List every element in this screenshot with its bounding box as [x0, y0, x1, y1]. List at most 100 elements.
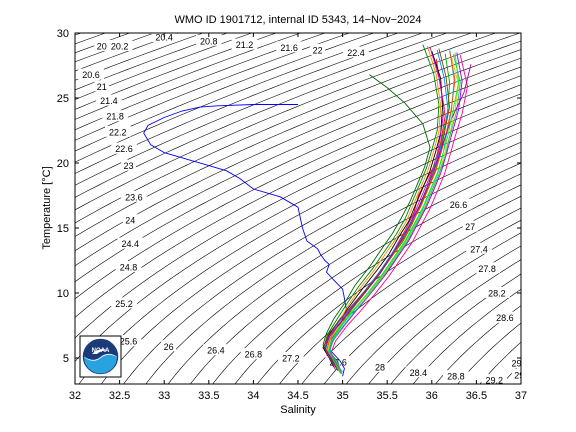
contour-label-bg — [276, 41, 302, 53]
contour-label: 26 — [164, 342, 174, 352]
isopycnal-line — [345, 245, 521, 384]
contour-label: 29 — [514, 370, 524, 380]
contour-label-bg — [405, 366, 432, 378]
contour-label: 28 — [375, 363, 385, 373]
contour-label: 27.2 — [282, 354, 300, 364]
isopycnal-line — [301, 219, 521, 384]
contour-label-bg — [102, 110, 128, 122]
logo-text: NOAA — [92, 348, 110, 354]
contour-label: 21.4 — [100, 96, 118, 106]
contour-label: 27.8 — [478, 264, 496, 274]
profile-line — [324, 64, 472, 370]
x-tick-label: 32.5 — [109, 390, 130, 402]
contour-label: 20.6 — [82, 70, 100, 80]
isopycnal-line — [412, 288, 521, 384]
contour-label: 28.2 — [488, 289, 506, 299]
contour-label-bg — [96, 94, 122, 106]
isopycnal-line — [75, 84, 521, 318]
density-contours — [75, 33, 521, 384]
axes: 32 32.5 33 33.5 34 34.5 35 35.5 36 36.5 3751015202… — [57, 28, 527, 402]
contour-label: 27 — [465, 222, 475, 232]
y-axis-label: Temperature [°C] — [41, 166, 53, 249]
x-tick-label: 32 — [69, 390, 81, 402]
isopycnal-line — [75, 33, 399, 163]
contour-label: 26.4 — [207, 346, 225, 356]
x-tick-label: 35 — [336, 390, 348, 402]
contour-label-bg — [466, 242, 492, 254]
chart-title: WMO ID 1901712, internal ID 5343, 14−Nov… — [174, 14, 421, 26]
isopycnal-line — [75, 40, 521, 237]
contour-label-bg — [117, 237, 144, 249]
isopycnal-line — [323, 232, 521, 384]
contour-label: 24 — [125, 216, 135, 226]
contour-label-bg — [121, 190, 147, 202]
contour-label: 22.6 — [115, 144, 133, 154]
isopycnal-line — [279, 207, 521, 384]
contour-label-bg — [115, 335, 142, 347]
contour-label: 27.4 — [470, 244, 488, 254]
contour-label: 28.8 — [447, 372, 465, 382]
profile-lines — [143, 44, 472, 377]
contour-label: 24.4 — [122, 239, 140, 249]
isopycnal-line — [75, 57, 521, 267]
profile-line — [323, 44, 440, 369]
contour-label: 20.8 — [200, 36, 218, 46]
contour-label-bg — [240, 348, 267, 360]
y-tick-label: 5 — [63, 353, 69, 365]
isopycnal-line — [256, 195, 521, 384]
isopycnal-line — [75, 33, 351, 141]
contour-label: 29 — [512, 359, 522, 369]
isopycnal-line — [75, 33, 277, 110]
contour-label-bg — [94, 40, 110, 51]
contour-label: 23.6 — [125, 192, 143, 202]
isopycnal-line — [75, 33, 229, 91]
contour-label: 22.2 — [109, 127, 127, 137]
isopycnal-line — [457, 322, 521, 384]
contour-label-bg — [106, 40, 133, 51]
contour-label-bg — [105, 125, 131, 137]
isopycnal-line — [75, 75, 521, 300]
x-tick-label: 34 — [247, 390, 259, 402]
contour-label: 20.2 — [111, 42, 129, 52]
density-contour-labels: 20 20.2 20.4 20.8 21.2 21.6 22 22.4 20.6 21 21.4 21… — [78, 33, 524, 386]
x-tick-label: 36 — [426, 390, 438, 402]
y-tick-label: 30 — [57, 28, 69, 40]
x-tick-label: 34.5 — [287, 390, 308, 402]
x-tick-label: 35.5 — [376, 390, 397, 402]
isopycnal-line — [368, 259, 521, 384]
y-tick-label: 25 — [57, 93, 69, 105]
isopycnal-line — [234, 184, 521, 384]
isopycnal-line — [75, 93, 521, 339]
isopycnal-line — [75, 33, 253, 100]
contour-label-bg — [511, 368, 521, 380]
contour-label-bg — [445, 198, 472, 210]
contour-label: 23 — [124, 161, 134, 171]
isopycnal-line — [390, 273, 521, 384]
isopycnal-line — [75, 33, 424, 174]
contour-label: 28.6 — [496, 313, 514, 323]
y-tick-label: 20 — [57, 158, 69, 170]
isopycnal-line — [123, 131, 521, 384]
contour-label-bg — [121, 159, 136, 171]
contour-label: 24.8 — [120, 263, 138, 273]
isopycnal-line — [435, 305, 521, 384]
contour-label-bg — [278, 352, 304, 363]
isopycnal-line — [75, 33, 448, 186]
x-tick-label: 33.5 — [198, 390, 219, 402]
y-tick-label: 10 — [57, 288, 69, 300]
contour-label-bg — [462, 220, 478, 232]
y-tick-label: 15 — [57, 223, 69, 235]
isopycnal-line — [75, 33, 521, 224]
profile-line — [328, 53, 461, 373]
contour-label-bg — [372, 361, 388, 373]
isopycnal-line — [167, 152, 521, 384]
isopycnal-line — [479, 341, 521, 384]
contour-label-bg — [492, 311, 518, 323]
isopycnal-line — [212, 173, 521, 384]
contour-label: 29.2 — [485, 376, 503, 386]
isopycnal-line — [145, 141, 521, 384]
contour-label-bg — [484, 287, 510, 298]
contour-label: 25.6 — [120, 337, 138, 347]
contour-label: 21.8 — [106, 112, 124, 122]
